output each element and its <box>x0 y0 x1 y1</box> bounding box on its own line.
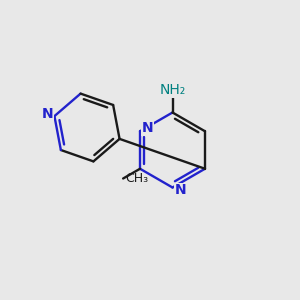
Text: N: N <box>142 121 154 135</box>
Text: N: N <box>41 106 53 121</box>
Text: CH₃: CH₃ <box>125 172 149 185</box>
Text: N: N <box>175 184 186 197</box>
Text: NH₂: NH₂ <box>159 83 186 97</box>
